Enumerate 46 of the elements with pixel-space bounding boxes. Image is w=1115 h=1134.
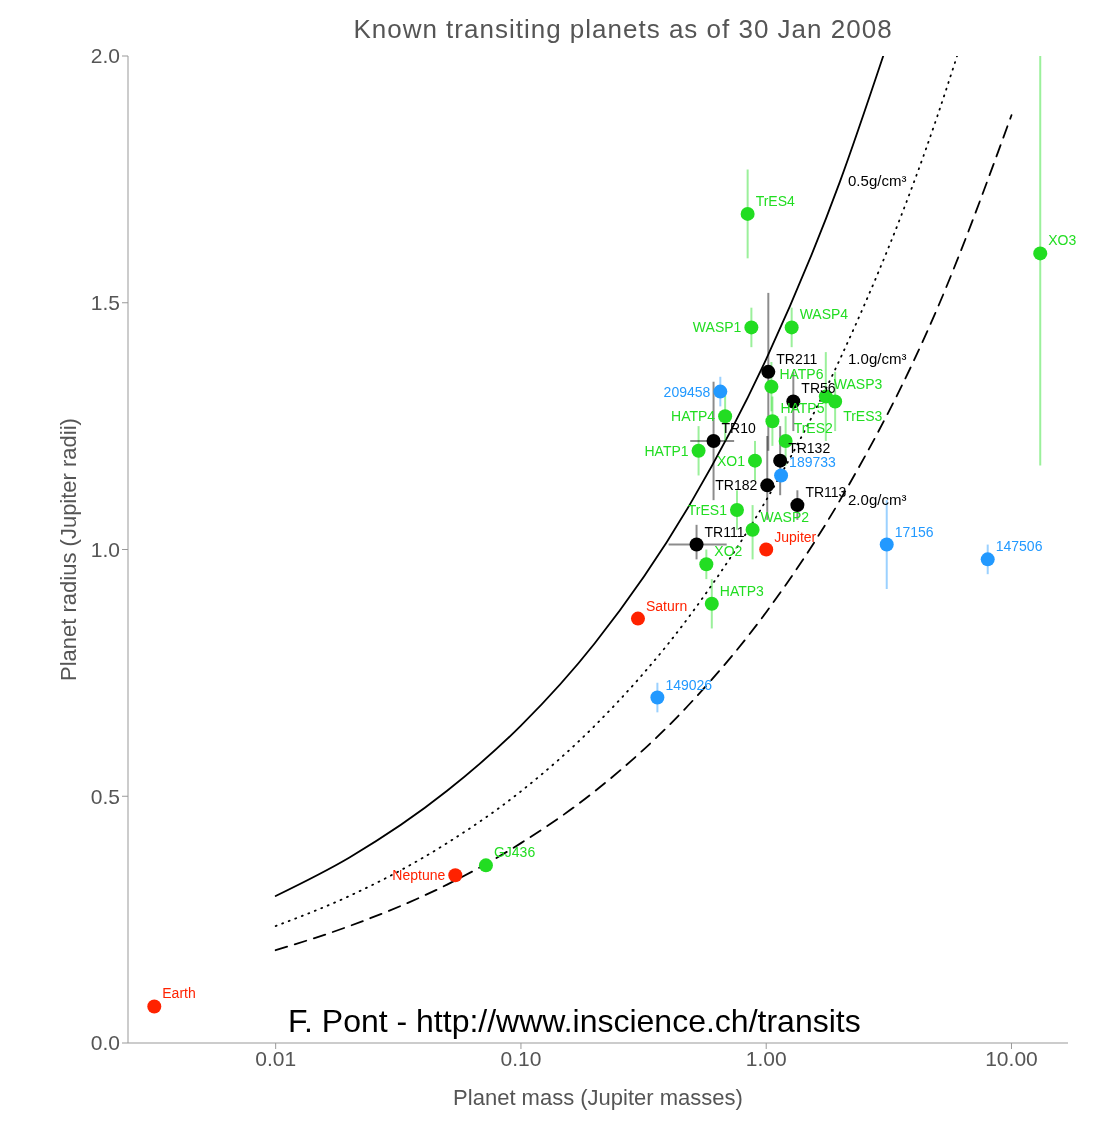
series-label: HATP6 — [779, 365, 824, 382]
series-label: 0.5g/cm³ — [848, 172, 907, 190]
series-label: HATP3 — [719, 582, 765, 599]
y-axis-title: Planet radius (Jupiter radii) — [55, 418, 81, 681]
series-label: HATP1 — [644, 442, 689, 459]
series-label: XO2 — [714, 543, 743, 560]
series-label: TR111 — [704, 523, 745, 540]
series-label: Saturn — [645, 597, 688, 614]
series-label: TrES1 — [687, 502, 728, 519]
series-label: GJ436 — [493, 844, 536, 861]
y-tick-label: 1.5 — [90, 291, 120, 315]
series-label: HATP5 — [780, 400, 825, 417]
x-tick-label: 0.01 — [255, 1046, 297, 1070]
series-label: WASP4 — [799, 306, 849, 323]
chart-title: Known transiting planets as of 30 Jan 2008 — [352, 14, 894, 45]
series-label: 189733 — [789, 454, 837, 471]
series-label: 2.0g/cm³ — [848, 491, 907, 509]
series-label: TrES3 — [843, 408, 883, 425]
series-label: WASP2 — [760, 508, 810, 525]
x-tick-label: 1.00 — [745, 1046, 787, 1070]
series-label: WASP1 — [692, 319, 742, 336]
series-label: Earth — [162, 985, 196, 1002]
y-tick-label: 0.5 — [90, 784, 120, 808]
series-label: 147506 — [995, 538, 1043, 555]
series-label: TR132 — [788, 439, 831, 456]
series-label: 1.0g/cm³ — [848, 350, 907, 368]
x-tick-label: 10.00 — [985, 1046, 1038, 1070]
y-tick-label: 1.0 — [90, 537, 120, 561]
series-label: 209458 — [663, 383, 711, 400]
series-label: TR182 — [715, 477, 758, 494]
series-label: XO3 — [1048, 232, 1077, 249]
series-label: TrES4 — [755, 192, 796, 209]
series-label: Neptune — [392, 867, 446, 884]
series-label: TR113 — [805, 484, 847, 501]
series-label: Jupiter — [774, 528, 817, 545]
series-label: HATP4 — [671, 408, 716, 425]
series-label: TR211 — [776, 350, 818, 367]
y-tick-label: 0.0 — [90, 1031, 120, 1055]
series-label: 17156 — [894, 523, 934, 540]
series-label: XO1 — [716, 452, 746, 469]
x-axis-title: Planet mass (Jupiter masses) — [453, 1085, 743, 1110]
series-label: TrES2 — [793, 419, 833, 436]
annotation: F. Pont - http://www.inscience.ch/transits — [288, 1003, 861, 1040]
y-tick-label: 2.0 — [90, 44, 120, 68]
series-label: 149026 — [665, 676, 713, 693]
x-tick-label: 0.10 — [500, 1046, 542, 1070]
